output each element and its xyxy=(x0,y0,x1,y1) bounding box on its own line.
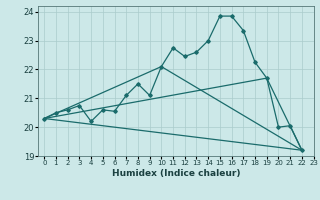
X-axis label: Humidex (Indice chaleur): Humidex (Indice chaleur) xyxy=(112,169,240,178)
